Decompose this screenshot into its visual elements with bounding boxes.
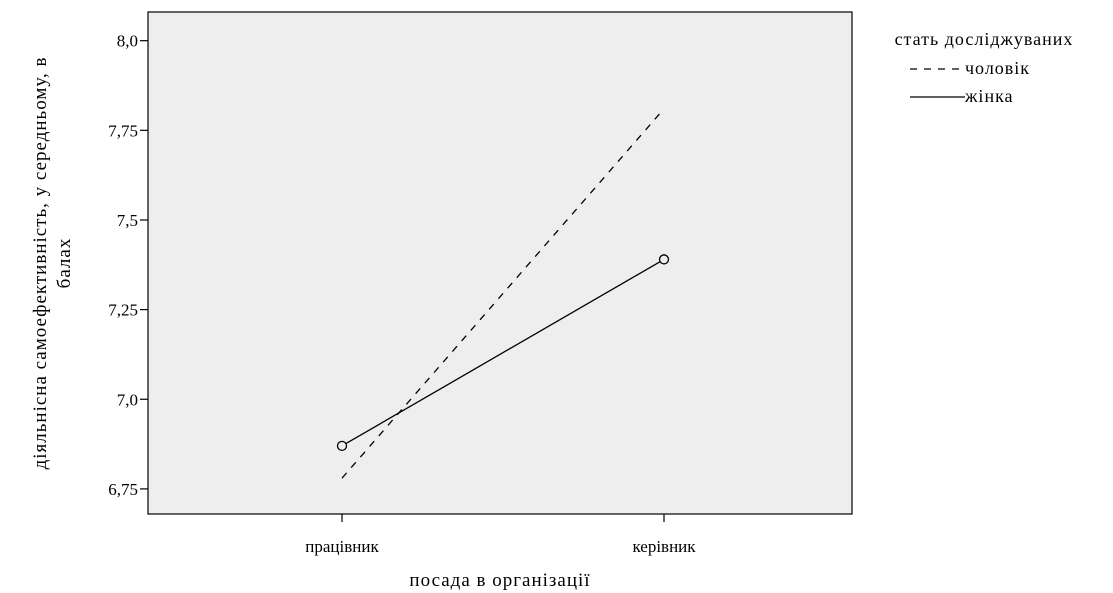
x-tick-label-0: працівник	[305, 537, 379, 556]
y-tick-label-4: 7,75	[108, 121, 138, 140]
legend-label-cholovik: чоловік	[965, 58, 1030, 78]
legend: стать досліджуваних чоловік жінка	[895, 29, 1074, 106]
y-tick-label-2: 7,25	[108, 301, 138, 320]
y-axis: 6,75 7,0 7,25 7,5 7,75 8,0	[108, 32, 148, 499]
y-tick-label-5: 8,0	[117, 32, 138, 51]
series-layer	[336, 108, 670, 479]
x-axis-label: посада в організації	[409, 570, 590, 591]
series-1-point-0	[336, 440, 348, 452]
x-tick-label-1: керівник	[632, 537, 696, 556]
series-line-1	[341, 258, 665, 447]
x-axis: працівник керівник	[305, 514, 696, 556]
legend-title: стать досліджуваних	[895, 29, 1074, 49]
y-tick-label-3: 7,5	[117, 211, 138, 230]
y-axis-label: діяльнісна самоефективність, у середньом…	[30, 57, 75, 470]
plot-area	[147, 11, 853, 515]
y-axis-label-line-1: діяльнісна самоефективність, у середньом…	[30, 57, 51, 470]
series-1-point-1	[658, 254, 670, 265]
y-tick-label-1: 7,0	[117, 390, 138, 409]
legend-label-zhinka: жінка	[964, 86, 1014, 106]
series-line-0	[341, 108, 665, 479]
y-tick-label-0: 6,75	[108, 480, 138, 499]
y-axis-label-line-2: балах	[54, 238, 75, 289]
